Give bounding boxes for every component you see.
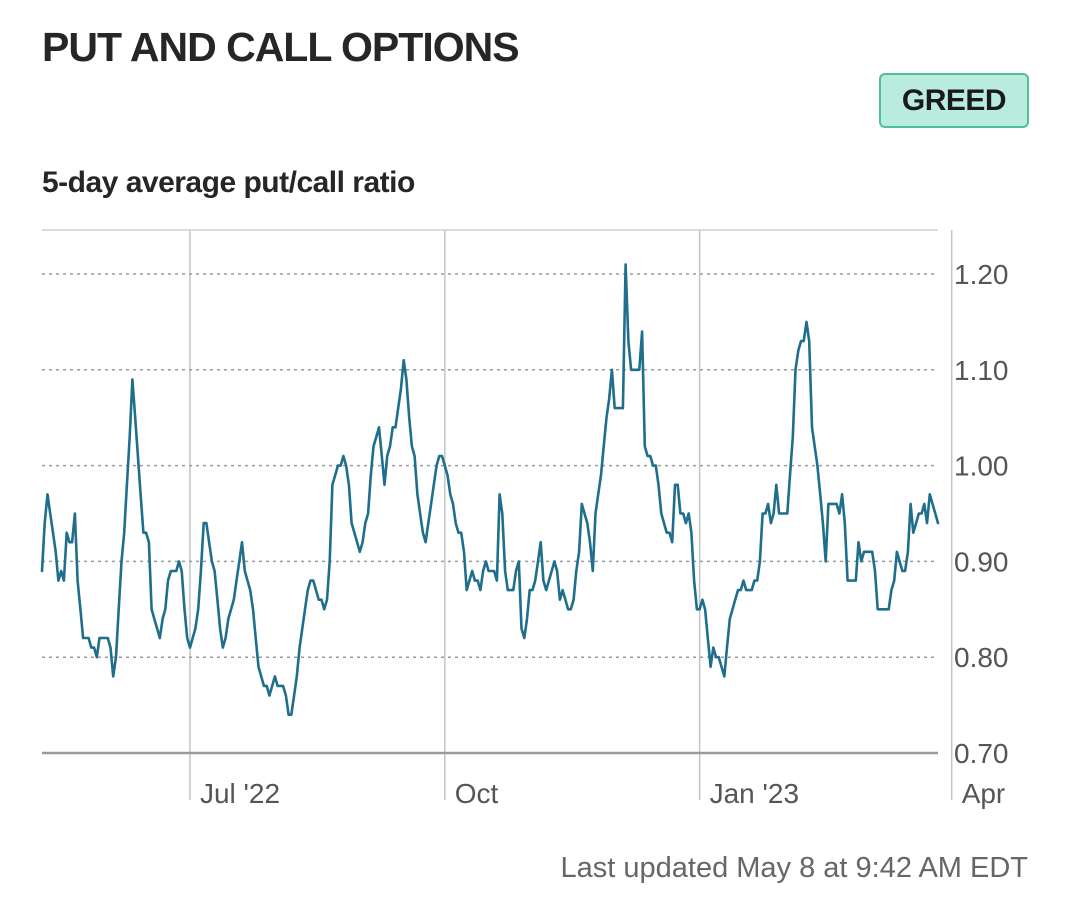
sentiment-badge: GREED: [879, 73, 1029, 128]
y-tick-label: 1.20: [954, 259, 1009, 290]
y-tick-label: 1.10: [954, 355, 1009, 386]
vertical-gridlines: [189, 230, 953, 800]
y-tick-label: 0.80: [954, 642, 1009, 673]
y-tick-label: 1.00: [954, 451, 1009, 482]
x-axis-tick-labels: Jul '22 Oct Jan '23 Apr: [200, 778, 1005, 809]
last-updated-text: Last updated May 8 at 9:42 AM EDT: [560, 852, 1028, 884]
put-call-ratio-chart: 1.20 1.10 1.00 0.90 0.80 0.70 Jul '22 Oct Jan '…: [40, 229, 1009, 809]
series-group: [40, 263, 940, 717]
y-tick-label: 0.90: [954, 546, 1009, 577]
x-tick-label: Jul '22: [200, 778, 280, 809]
x-tick-label: Oct: [455, 778, 499, 809]
y-axis-tick-labels: 1.20 1.10 1.00 0.90 0.80 0.70: [954, 259, 1009, 769]
series-line-put-call-ratio: [40, 263, 940, 717]
y-tick-label: 0.70: [954, 738, 1009, 769]
horizontal-gridlines: [42, 229, 938, 755]
x-tick-label: Jan '23: [710, 778, 799, 809]
page-title: PUT AND CALL OPTIONS: [42, 24, 520, 70]
x-tick-label: Apr: [962, 778, 1006, 809]
chart-subtitle: 5-day average put/call ratio: [42, 166, 415, 199]
